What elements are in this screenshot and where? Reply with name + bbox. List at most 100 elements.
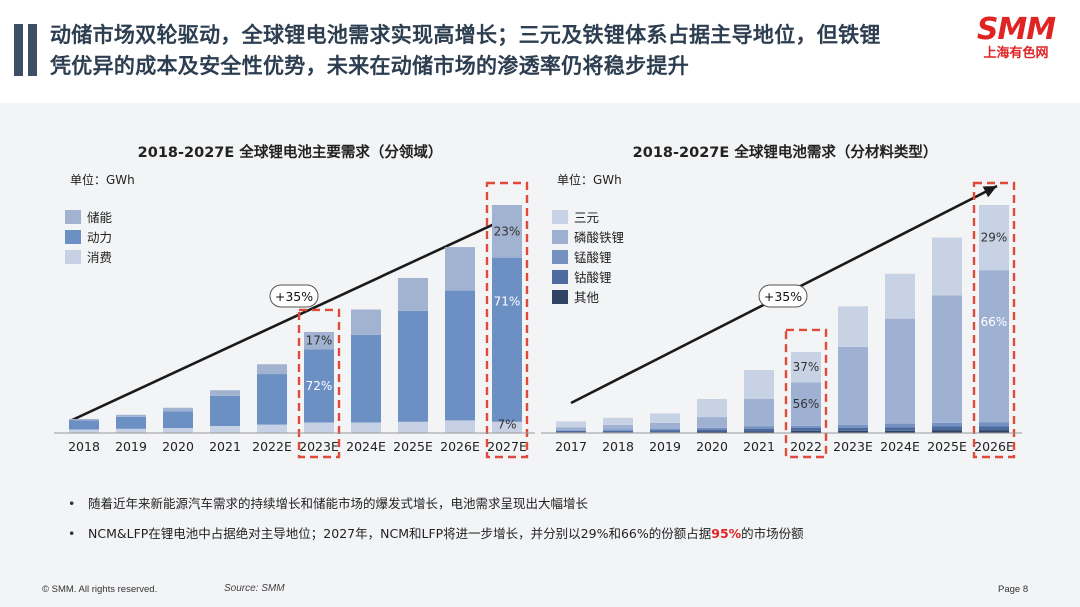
percent-label: 23% bbox=[494, 224, 521, 238]
x-tick-label: 2019 bbox=[115, 439, 147, 454]
bar-segment bbox=[304, 349, 334, 423]
x-tick-label: 2024E bbox=[880, 439, 920, 454]
bar-segment bbox=[744, 431, 774, 433]
bar-segment bbox=[257, 374, 287, 425]
legend-swatch bbox=[552, 290, 568, 304]
bar-segment bbox=[885, 430, 915, 433]
x-tick-label: 2022 bbox=[790, 439, 822, 454]
unit-label: 单位：GWh bbox=[70, 172, 135, 187]
bar-segment bbox=[650, 422, 680, 429]
highlight-box bbox=[972, 181, 1016, 459]
percent-label: 72% bbox=[306, 379, 333, 393]
bar-segment bbox=[257, 364, 287, 375]
bar-segment bbox=[304, 422, 334, 433]
percent-label: 56% bbox=[793, 397, 820, 411]
bar-segment bbox=[556, 430, 586, 431]
bullet-text-1: 随着近年来新能源汽车需求的持续增长和储能市场的爆发式增长，电池需求呈现出大幅增长 bbox=[88, 496, 589, 511]
bar-segment bbox=[398, 421, 428, 433]
chart-title: 2018-2027E 全球锂电池主要需求（分领域） bbox=[138, 143, 443, 161]
bar-segment bbox=[932, 430, 962, 433]
percent-label: 66% bbox=[981, 315, 1008, 329]
bar-segment bbox=[697, 427, 727, 430]
bar-segment bbox=[69, 420, 99, 430]
bar-segment bbox=[556, 430, 586, 433]
percent-label: 71% bbox=[494, 295, 521, 309]
bar-segment bbox=[791, 351, 821, 383]
legend-swatch bbox=[65, 250, 81, 264]
legend-swatch bbox=[65, 230, 81, 244]
bar-segment bbox=[979, 422, 1009, 427]
bullet-item-2: • NCM&LFP在锂电池中占据绝对主导地位；2027年，NCM和LFP将进一步… bbox=[68, 524, 804, 554]
bar-segment bbox=[791, 427, 821, 431]
bar-segment bbox=[979, 426, 1009, 431]
bar-segment bbox=[932, 426, 962, 431]
footer-source: Source: SMM bbox=[224, 583, 285, 594]
bar-segment bbox=[163, 407, 193, 412]
x-tick-label: 2023E bbox=[299, 439, 339, 454]
bar-segment bbox=[932, 237, 962, 296]
highlight-box bbox=[297, 308, 341, 459]
bar-segment bbox=[351, 334, 381, 423]
x-tick-label: 2019 bbox=[649, 439, 681, 454]
bar-segment bbox=[445, 247, 475, 291]
bar-segment bbox=[603, 417, 633, 426]
chart-title: 2018-2027E 全球锂电池需求（分材料类型） bbox=[633, 143, 938, 161]
chart-by-material: 2018-2027E 全球锂电池需求（分材料类型） 单位：GWh 三元磷酸铁锂锰酸锂… bbox=[541, 143, 1022, 459]
bar-segment bbox=[838, 425, 868, 428]
legend-label: 消费 bbox=[87, 250, 112, 265]
bar-segment bbox=[697, 398, 727, 418]
highlight-box bbox=[485, 181, 529, 459]
growth-arrow-head bbox=[982, 186, 997, 198]
x-tick-label: 2021 bbox=[209, 439, 241, 454]
bar-segment bbox=[603, 429, 633, 431]
bar-segment bbox=[838, 306, 868, 347]
bar-segment bbox=[744, 370, 774, 399]
bar-segment bbox=[838, 427, 868, 431]
bar-segment bbox=[304, 331, 334, 350]
title-accent-bar-1 bbox=[14, 24, 23, 76]
bar-segment bbox=[556, 421, 586, 428]
bar-segment bbox=[932, 422, 962, 427]
bar-segment bbox=[979, 205, 1009, 271]
bar-segment bbox=[650, 413, 680, 423]
x-tick-label: 2026E bbox=[440, 439, 480, 454]
x-tick-label: 2026E bbox=[974, 439, 1014, 454]
bar-segment bbox=[210, 390, 240, 396]
bar-segment bbox=[791, 382, 821, 426]
x-tick-label: 2024E bbox=[346, 439, 386, 454]
legend-label: 锰酸锂 bbox=[574, 250, 612, 265]
smm-logo: SMM 上海有色网 bbox=[968, 14, 1064, 62]
bar-segment bbox=[603, 425, 633, 430]
bar-segment bbox=[257, 424, 287, 433]
title-accent-bar-2 bbox=[28, 24, 37, 76]
x-tick-label: 2022E bbox=[252, 439, 292, 454]
legend-label: 动力 bbox=[87, 230, 112, 245]
bar-segment bbox=[697, 431, 727, 433]
bar-segment bbox=[603, 430, 633, 433]
legend-swatch bbox=[552, 270, 568, 284]
bar-segment bbox=[744, 426, 774, 429]
unit-label: 单位：GWh bbox=[557, 172, 622, 187]
page-title: 动储市场双轮驱动，全球锂电池需求实现高增长；三元及铁锂体系占据主导地位，但铁锂 … bbox=[50, 20, 950, 82]
growth-badge-text: +35% bbox=[764, 289, 802, 304]
footer-copyright: © SMM. All rights reserved. bbox=[42, 584, 158, 595]
bar-segment bbox=[492, 205, 522, 258]
legend-label: 储能 bbox=[87, 210, 113, 225]
bullet-item-1: • 随着近年来新能源汽车需求的持续增长和储能市场的爆发式增长，电池需求呈现出大幅… bbox=[68, 494, 804, 524]
bar-segment bbox=[116, 416, 146, 429]
bar-segment bbox=[445, 420, 475, 433]
x-tick-label: 2017 bbox=[555, 439, 587, 454]
bar-segment bbox=[556, 427, 586, 431]
bar-segment bbox=[885, 318, 915, 424]
x-tick-label: 2023E bbox=[833, 439, 873, 454]
bar-segment bbox=[744, 428, 774, 432]
bar-segment bbox=[932, 295, 962, 423]
bar-segment bbox=[210, 425, 240, 433]
legend-label: 其他 bbox=[574, 290, 600, 305]
x-tick-label: 2021 bbox=[743, 439, 775, 454]
bar-segment bbox=[838, 346, 868, 426]
bar-segment bbox=[885, 273, 915, 319]
x-tick-label: 2027E bbox=[487, 439, 527, 454]
legend-label: 钴酸锂 bbox=[574, 270, 612, 285]
